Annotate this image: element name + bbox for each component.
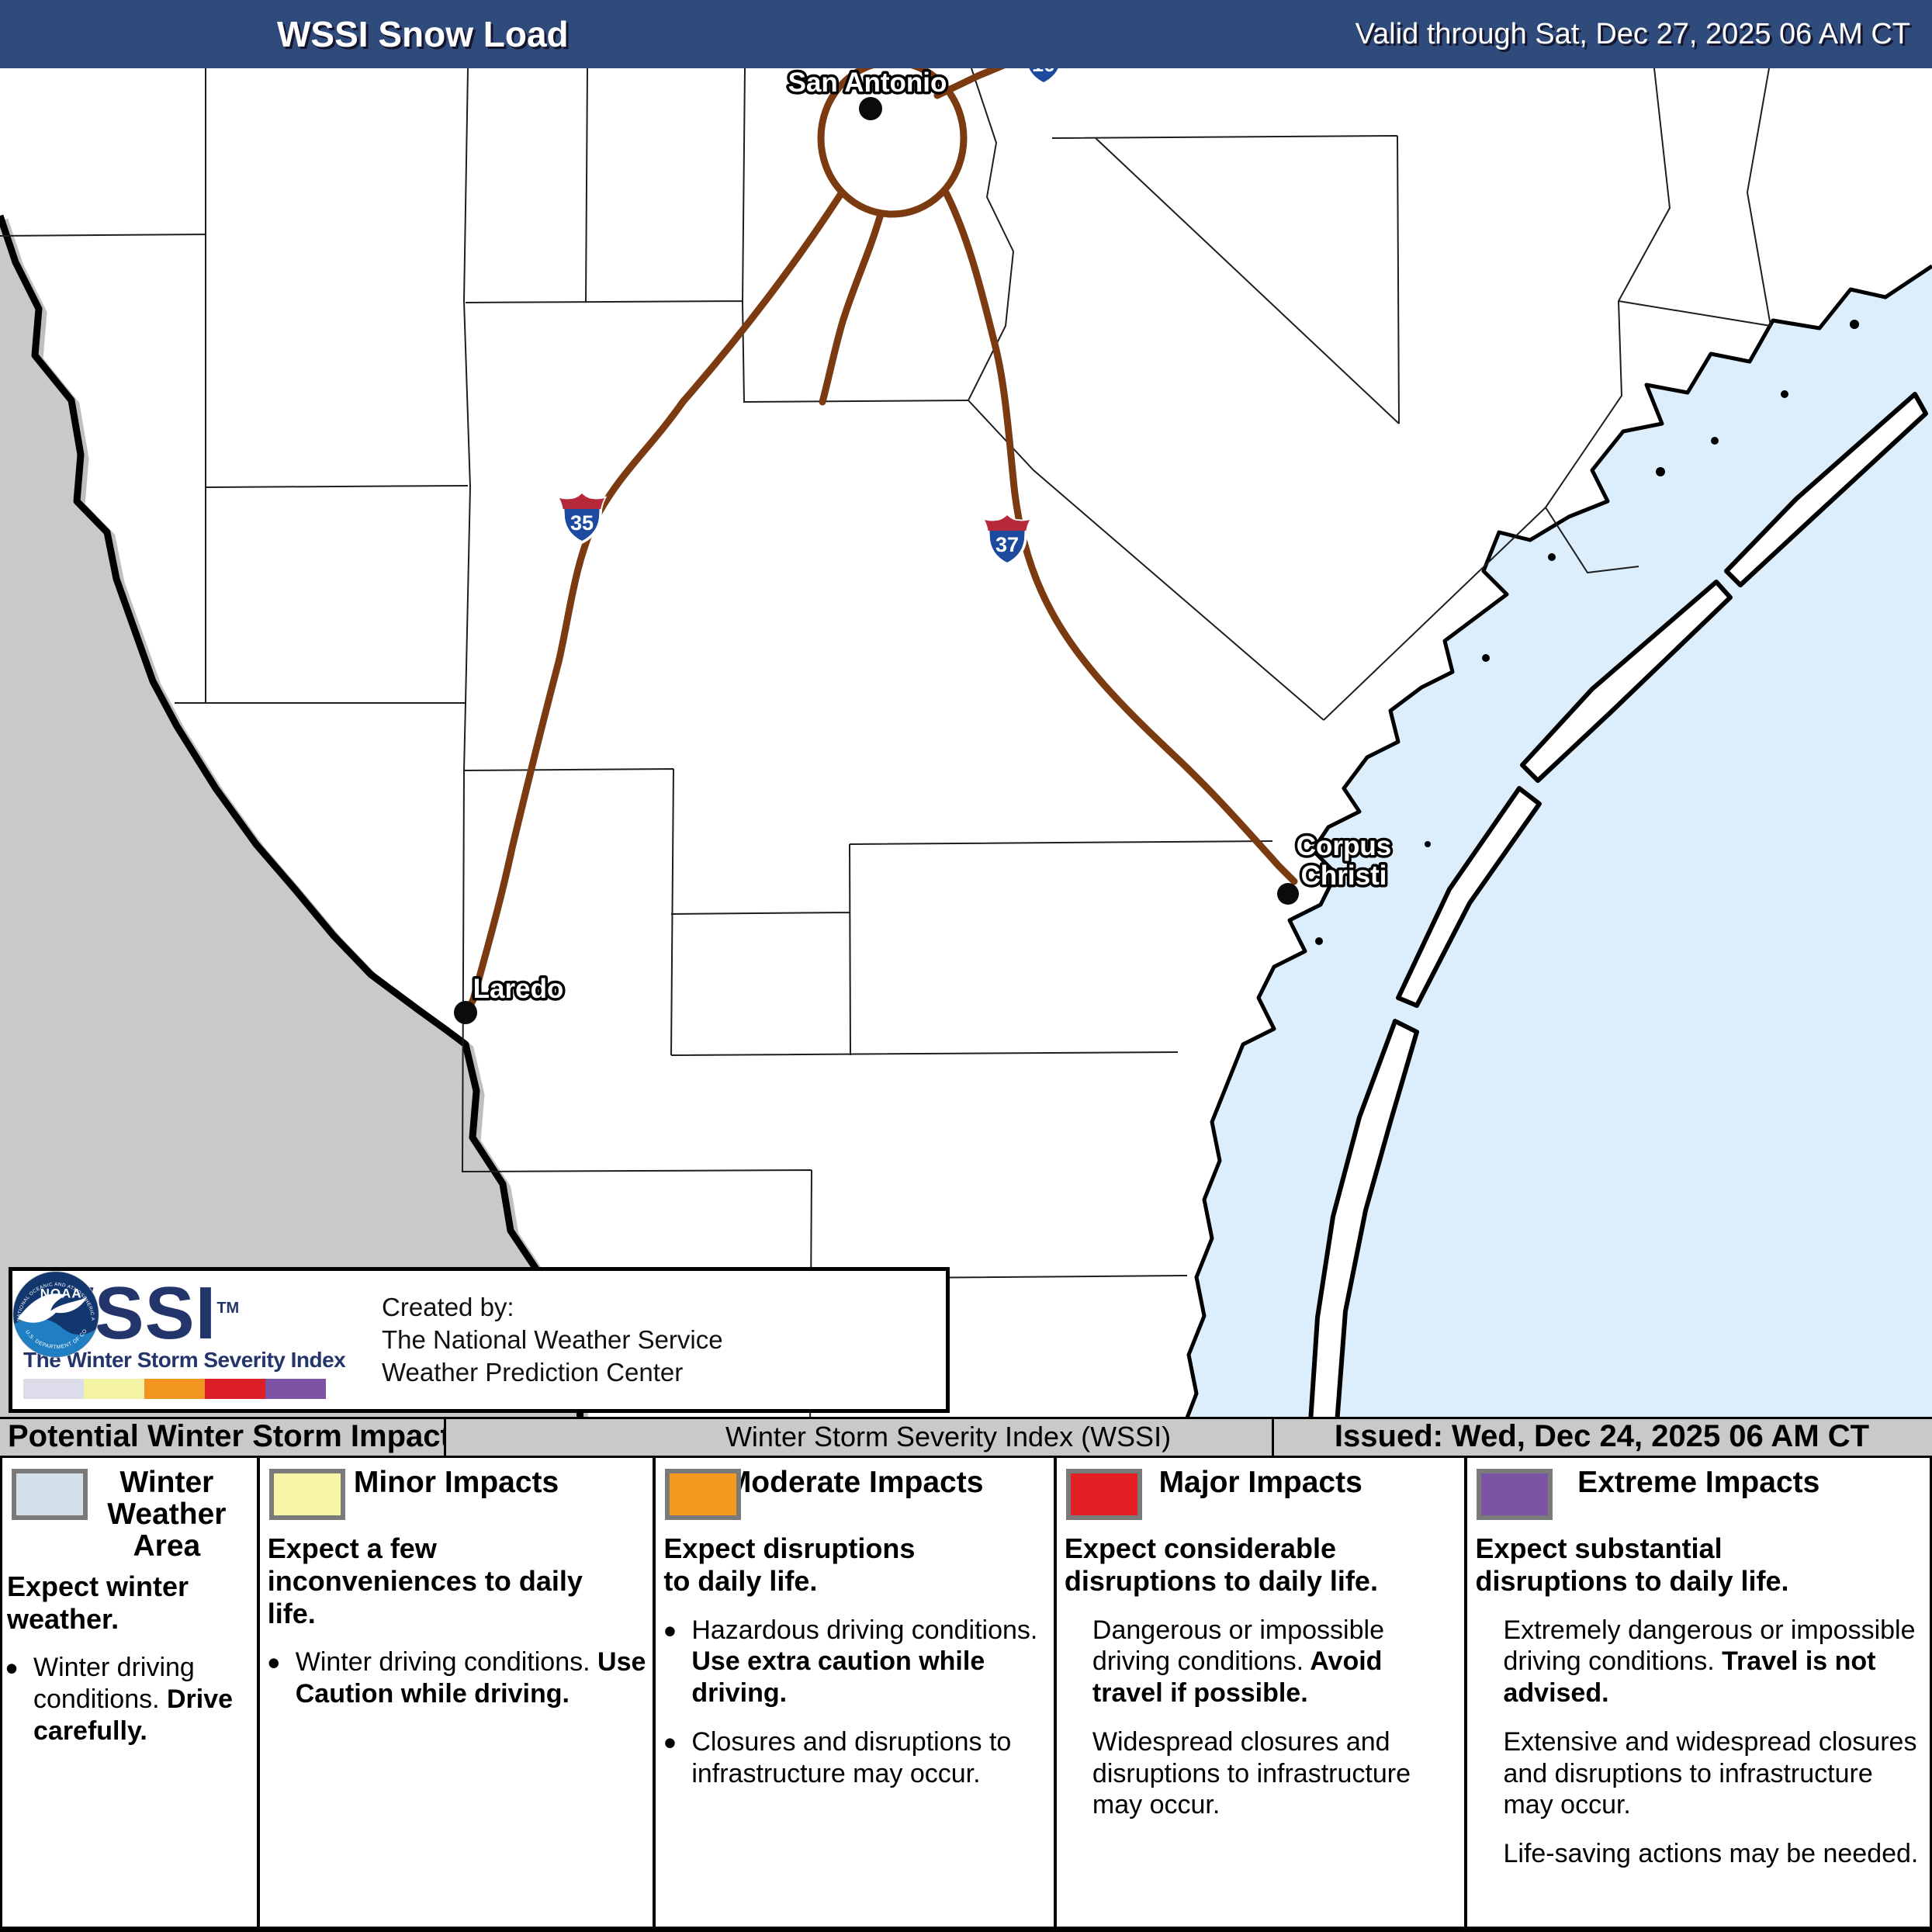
valid-through-label: Valid through Sat, Dec 27, 2025 06 AM CT xyxy=(1355,18,1910,50)
legend-item: Winter driving conditions. Drive careful… xyxy=(2,1647,257,1747)
highways xyxy=(460,68,1298,1023)
legend-item: Hazardous driving conditions. Use extra … xyxy=(656,1609,1054,1709)
trademark-mark: TM xyxy=(216,1299,240,1317)
legend-item: Widespread closures and disruptions to i… xyxy=(1057,1726,1465,1821)
scale-swatch-major xyxy=(205,1379,265,1400)
city-label-christi: Christi xyxy=(1301,860,1387,891)
interstate-shield-37: 37 xyxy=(983,514,1031,566)
extreme-impacts-swatch xyxy=(1477,1469,1553,1520)
county-lines xyxy=(0,68,1771,1417)
winter-weather-area-swatch xyxy=(12,1469,88,1520)
interstate-37-road xyxy=(941,187,1298,885)
shield-35-number: 35 xyxy=(570,511,594,535)
map-svg: 35 37 10 San Antonio Laredo Corpus Ch xyxy=(0,68,1932,1417)
interstate-shield-35: 35 xyxy=(558,492,606,544)
legend-head: Winter Weather Area xyxy=(2,1466,257,1563)
legend-head: Minor Impacts xyxy=(260,1466,653,1525)
shield-10-number: 10 xyxy=(1032,68,1055,76)
legend-title: Major Impacts xyxy=(1158,1466,1362,1499)
created-by-line1: Created by: xyxy=(382,1292,514,1321)
barrier-islands xyxy=(1308,392,1928,1417)
legend-item-bold: Travel is not advised. xyxy=(1503,1646,1876,1709)
legend-title: Moderate Impacts xyxy=(725,1466,984,1499)
city-dot-san-antonio xyxy=(859,97,882,120)
status-bar-left-title: Potential Winter Storm Impacts xyxy=(0,1419,446,1456)
legend-head: Moderate Impacts xyxy=(656,1466,1054,1525)
city-dot-corpus-christi xyxy=(1277,883,1299,905)
legend-column-winter-weather-area: Winter Weather Area Expect winter weathe… xyxy=(2,1458,260,1927)
legend-item-bold: Drive carefully. xyxy=(33,1684,234,1746)
legend-item-text: Extensive and widespread closures and di… xyxy=(1503,1726,1917,1820)
legend-item-bold: Use extra caution while driving. xyxy=(691,1646,985,1709)
legend-title: Extreme Impacts xyxy=(1577,1466,1820,1499)
scale-swatch-winter-weather xyxy=(23,1379,84,1400)
bay-islets xyxy=(1315,320,1859,945)
legend-item: Winter driving conditions. Use Caution w… xyxy=(260,1642,653,1710)
city-label-laredo: Laredo xyxy=(473,974,564,1004)
interstate-shield-10: 10 xyxy=(1020,68,1068,85)
legend-lead-text: Expect winter weather. xyxy=(7,1570,189,1635)
legend-column-extreme-impacts: Extreme Impacts Expect substantial disru… xyxy=(1467,1458,1930,1927)
shield-37-number: 37 xyxy=(995,533,1019,556)
legend-item-text: Extremely dangerous or impossible drivin… xyxy=(1503,1615,1916,1677)
legend-title: Winter Weather Area xyxy=(107,1466,227,1563)
legend-item-text: Widespread closures and disruptions to i… xyxy=(1092,1726,1411,1820)
legend-column-moderate-impacts: Moderate Impacts Expect disruptions to d… xyxy=(656,1458,1057,1927)
legend-item-text: Closures and disruptions to infrastructu… xyxy=(691,1726,1012,1788)
scale-swatch-moderate xyxy=(144,1379,205,1400)
legend-item-bold: Use Caution while driving. xyxy=(295,1647,646,1709)
city-label-san-antonio: San Antonio xyxy=(788,68,947,98)
legend-item-text: Hazardous driving conditions. xyxy=(691,1615,1038,1645)
moderate-impacts-swatch xyxy=(665,1469,742,1520)
wssi-color-scale xyxy=(23,1379,362,1400)
interstate-10-road xyxy=(933,68,1006,99)
legend-item-text: Winter driving conditions. xyxy=(33,1653,195,1715)
scale-swatch-minor xyxy=(84,1379,144,1400)
legend-item-text: Winter driving conditions. xyxy=(295,1647,590,1678)
legend-item: Extensive and widespread closures and di… xyxy=(1467,1726,1930,1821)
created-by-line2: The National Weather Service xyxy=(382,1324,723,1354)
status-bar-issued-label: Issued: Wed, Dec 24, 2025 06 AM CT xyxy=(1334,1419,1870,1453)
header-bar: WSSI Snow Load Valid through Sat, Dec 27… xyxy=(0,0,1932,68)
coastline xyxy=(1185,264,1932,1417)
legend-lead-text: Expect disruptions to daily life. xyxy=(663,1532,916,1597)
impact-legend: Winter Weather Area Expect winter weathe… xyxy=(0,1458,1932,1932)
noaa-logo: NOAA NATIONAL OCEANIC AND ATMOSPHERIC AD… xyxy=(12,1271,99,1357)
legend-item: Life-saving actions may be needed. xyxy=(1467,1838,1930,1870)
interstate-35-road xyxy=(460,189,846,1023)
scale-swatch-extreme xyxy=(265,1379,326,1400)
legend-item: Extremely dangerous or impossible drivin… xyxy=(1467,1615,1930,1709)
major-impacts-swatch xyxy=(1065,1469,1142,1520)
legend-lead-text: Expect a few inconveniences to daily lif… xyxy=(267,1532,583,1629)
legend-item-text: Dangerous or impossible driving conditio… xyxy=(1092,1615,1384,1677)
san-antonio-loop-road xyxy=(817,68,968,218)
legend-head: Major Impacts xyxy=(1057,1466,1465,1525)
city-dot-laredo xyxy=(454,1001,477,1024)
legend-item: Dangerous or impossible driving conditio… xyxy=(1057,1615,1465,1709)
legend-lead-text: Expect considerable disruptions to daily… xyxy=(1064,1532,1378,1597)
map-area: 35 37 10 San Antonio Laredo Corpus Ch xyxy=(0,68,1932,1417)
legend-column-major-impacts: Major Impacts Expect considerable disrup… xyxy=(1057,1458,1468,1927)
legend-title: Minor Impacts xyxy=(353,1466,559,1499)
noaa-logo-wordmark: NOAA xyxy=(40,1286,82,1301)
legend-column-minor-impacts: Minor Impacts Expect a few inconvenience… xyxy=(260,1458,656,1927)
created-by-block: Created by: The National Weather Service… xyxy=(382,1291,723,1390)
status-bar: Potential Winter Storm Impacts Winter St… xyxy=(0,1417,1932,1458)
page-title: WSSI Snow Load xyxy=(277,14,569,54)
minor-impacts-swatch xyxy=(268,1469,345,1520)
legend-item: Closures and disruptions to infrastructu… xyxy=(656,1722,1054,1790)
created-by-line3: Weather Prediction Center xyxy=(382,1358,684,1387)
status-bar-center-title: Winter Storm Severity Index (WSSI) xyxy=(446,1419,1274,1456)
city-label-corpus: Corpus xyxy=(1297,831,1392,861)
rio-grande-river xyxy=(0,214,584,1417)
legend-lead-text: Expect substantial disruptions to daily … xyxy=(1475,1532,1789,1597)
highway-south-stub xyxy=(819,210,885,406)
wssi-logo-box: WSSITM The Winter Storm Severity Index xyxy=(9,1267,950,1413)
mexico-area xyxy=(0,216,580,1417)
legend-item-bold: Avoid travel if possible. xyxy=(1092,1646,1383,1709)
legend-item-text: Life-saving actions may be needed. xyxy=(1503,1839,1919,1869)
legend-head: Extreme Impacts xyxy=(1467,1466,1930,1525)
